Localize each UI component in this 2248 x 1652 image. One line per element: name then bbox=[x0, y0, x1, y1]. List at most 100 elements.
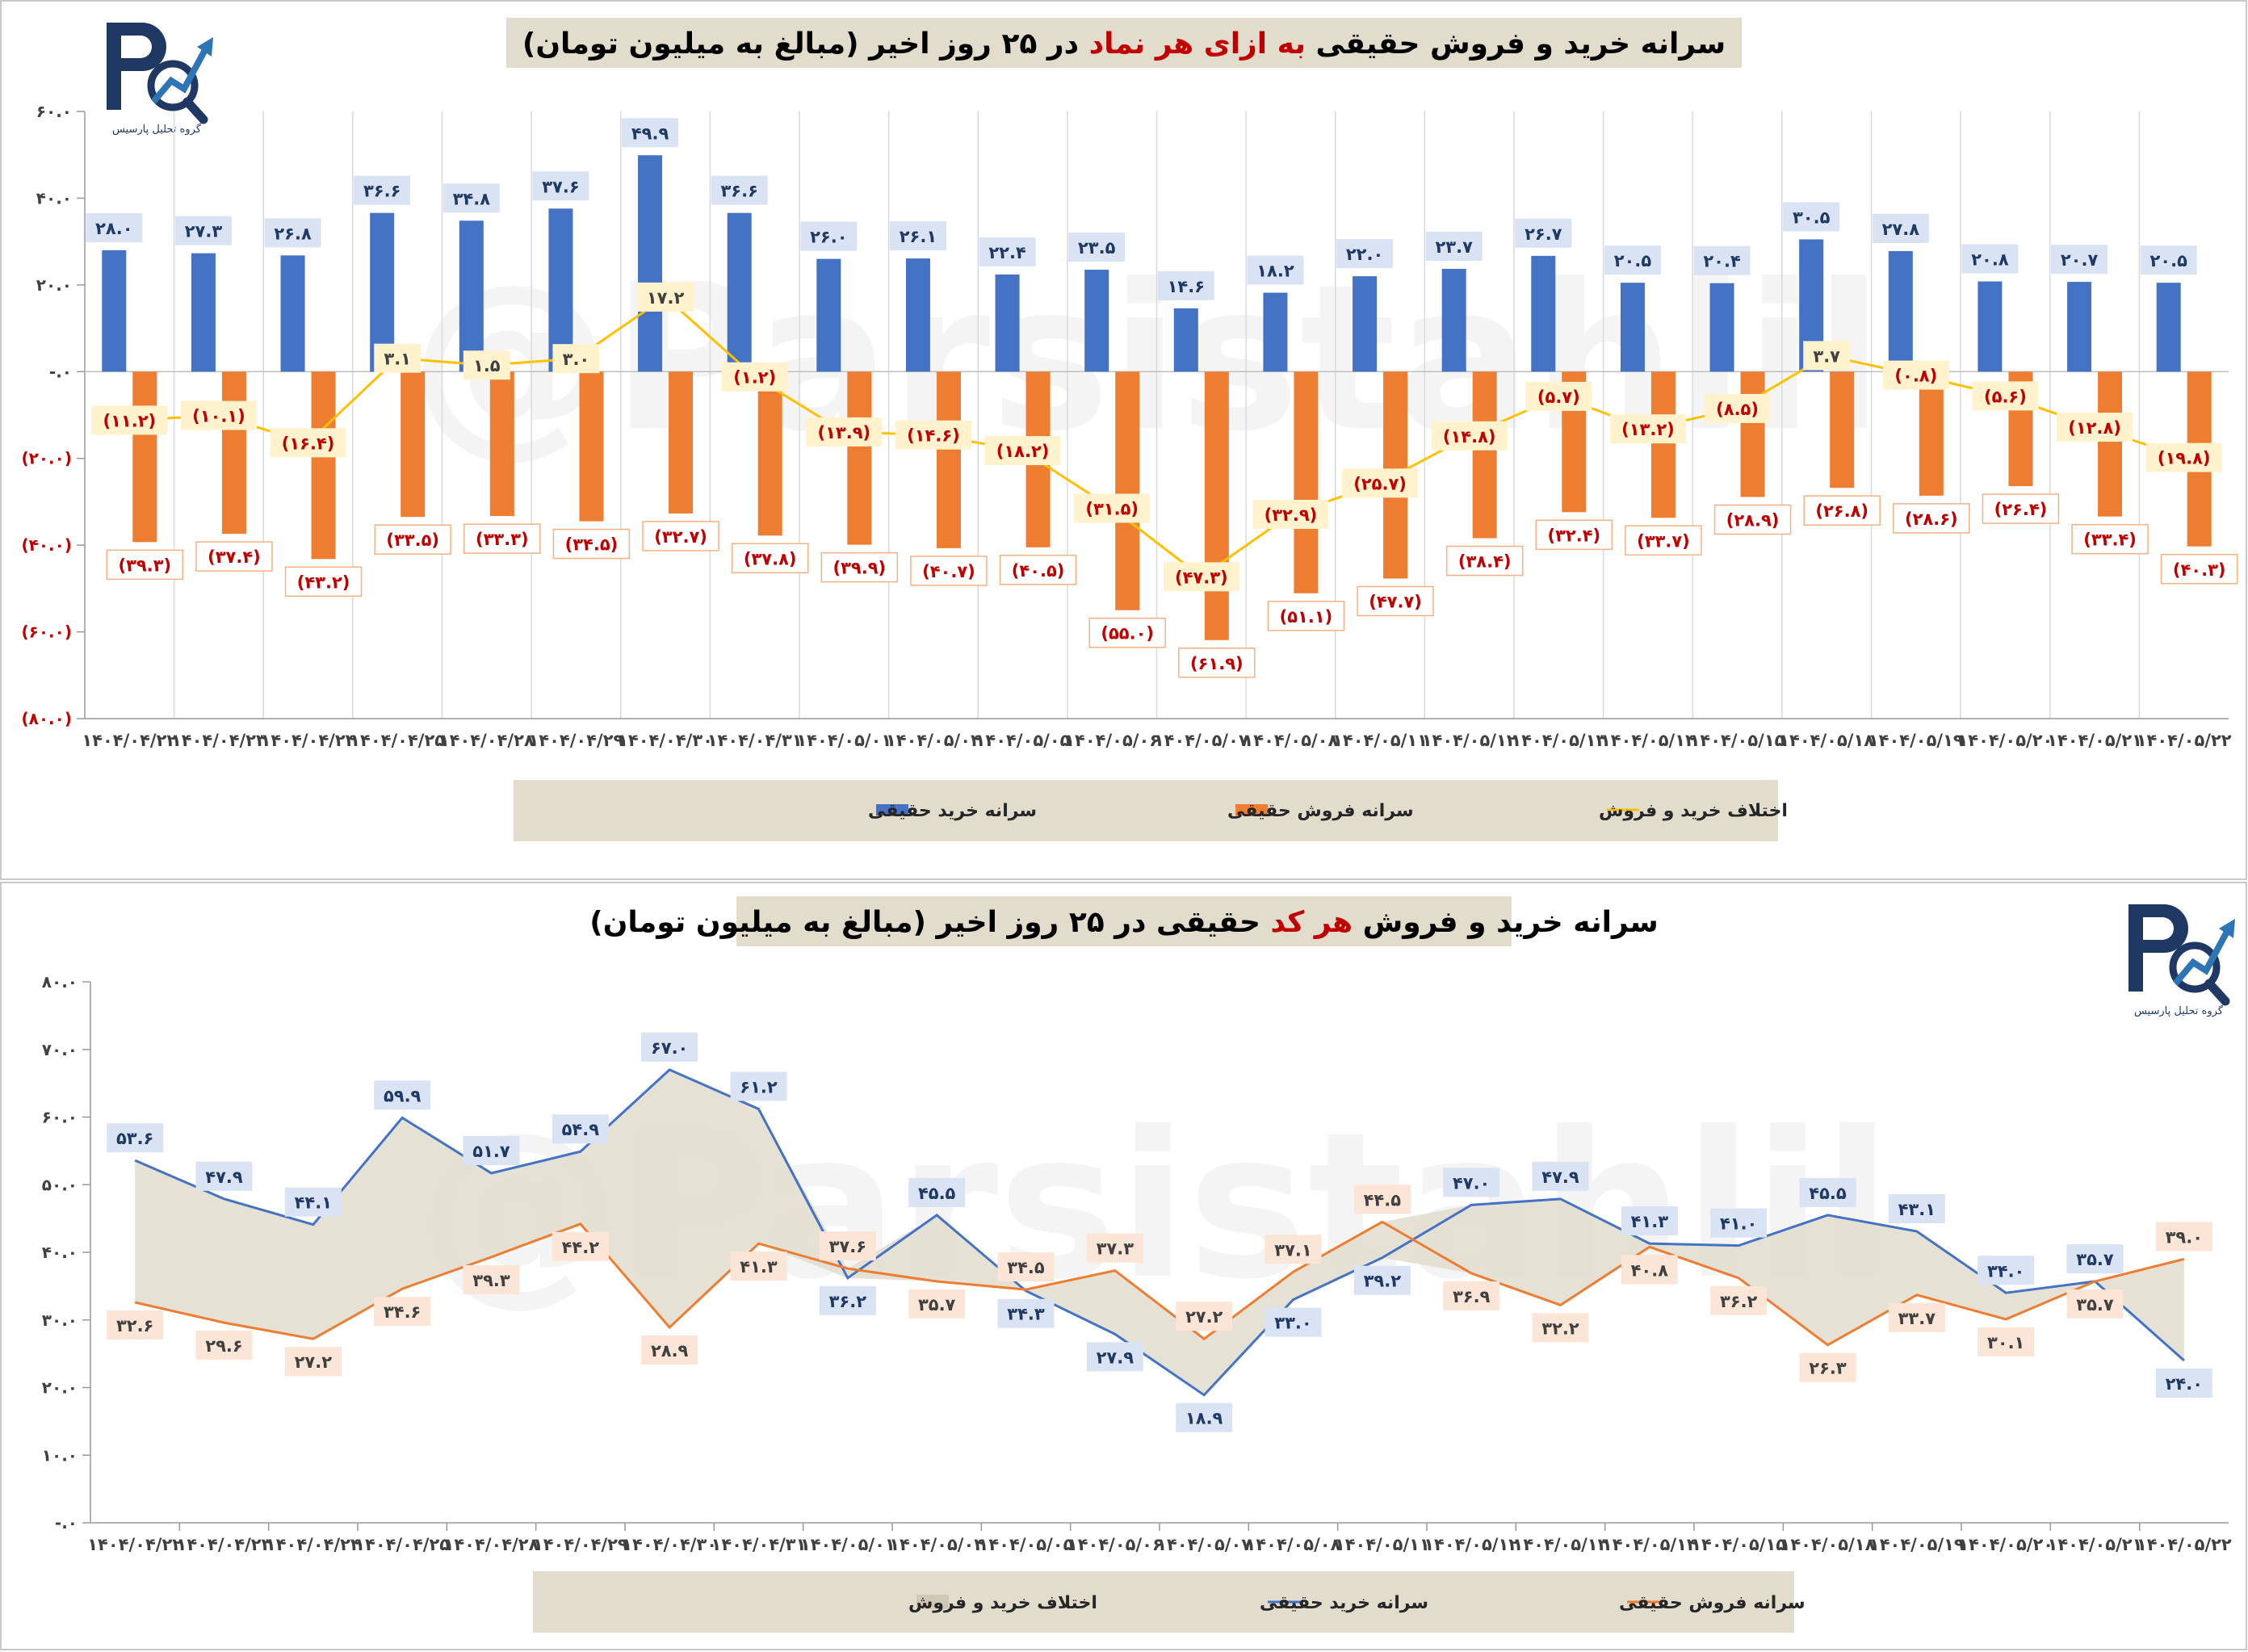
sell-data-label: (۳۴.۵) bbox=[565, 535, 619, 555]
bottom-xtick-label: ۱۴۰۴/۰۴/۲۳ bbox=[177, 1535, 272, 1554]
sell-data-label: (۳۹.۹) bbox=[833, 559, 887, 578]
sell-data-label-box bbox=[820, 551, 899, 583]
buy-data-label: ۳۰.۵ bbox=[1793, 208, 1831, 227]
buy-per-code-label: ۵۹.۹ bbox=[384, 1086, 422, 1105]
logo-arrowhead-icon bbox=[197, 37, 213, 57]
buy-data-label-box bbox=[800, 221, 858, 251]
sell-bar bbox=[311, 371, 336, 560]
sell-per-code-label-box bbox=[374, 1297, 431, 1327]
buy-data-label-box bbox=[354, 175, 411, 205]
buy-per-code-label: ۲۴.۰ bbox=[2166, 1374, 2203, 1394]
diff-data-label: (۳۲.۹) bbox=[1264, 505, 1318, 525]
sell-data-label-box bbox=[552, 528, 631, 560]
buy-bar bbox=[1709, 283, 1734, 372]
diff-data-label-box bbox=[2145, 442, 2222, 472]
bottom-ytick-label: ۱۰.۰ bbox=[42, 1445, 78, 1465]
sell-bar bbox=[757, 371, 782, 536]
bottom-xtick-label: ۱۴۰۴/۰۵/۱۱ bbox=[1335, 1535, 1430, 1554]
buy-bar bbox=[1531, 255, 1556, 372]
buy-per-code-label: ۴۵.۵ bbox=[918, 1184, 956, 1203]
sell-data-label: (۲۸.۹) bbox=[1726, 511, 1780, 530]
sell-data-label: (۳۲.۴) bbox=[1548, 526, 1601, 545]
sell-per-code-label-box bbox=[908, 1289, 966, 1319]
buy-data-label-box bbox=[442, 183, 500, 213]
bottom-legend-box bbox=[533, 1571, 1794, 1633]
bottom-xtick-label: ۱۴۰۴/۰۴/۳۰ bbox=[622, 1535, 717, 1554]
buy-bar bbox=[280, 255, 305, 372]
sell-per-code-label-box bbox=[819, 1231, 876, 1261]
buy-data-label: ۱۴.۶ bbox=[1168, 277, 1205, 296]
sell-bar bbox=[489, 371, 514, 517]
buy-data-label: ۲۰.۴ bbox=[1703, 252, 1741, 271]
legend-label: اختلاف خرید و فروش bbox=[1599, 801, 1788, 821]
buy-per-code-label-box bbox=[1799, 1177, 1856, 1207]
buy-data-label-box bbox=[1783, 202, 1840, 232]
sell-per-code-label-box bbox=[1621, 1255, 1678, 1285]
logo-magnifier-ring bbox=[147, 60, 199, 111]
sell-per-code-label-box bbox=[107, 1310, 164, 1340]
top-ytick-label: -.۰ bbox=[49, 362, 72, 381]
sell-per-code-label-box bbox=[1710, 1285, 1768, 1315]
buy-per-code-label: ۴۷.۰ bbox=[1453, 1173, 1490, 1193]
sell-data-label: (۳۲.۷) bbox=[654, 527, 707, 547]
logo-caption: گروه تحلیل پارسیس bbox=[2134, 1004, 2224, 1017]
diff-data-label-box bbox=[984, 436, 1061, 466]
buy-per-code-label-box bbox=[2155, 1369, 2212, 1398]
bottom-xtick-label: ۱۴۰۴/۰۴/۲۴ bbox=[266, 1535, 361, 1554]
buy-data-label-box bbox=[711, 175, 768, 205]
sell-per-code-label: ۳۲.۶ bbox=[116, 1316, 153, 1335]
sell-data-label-box bbox=[1357, 585, 1434, 617]
sell-per-code-label-box bbox=[1176, 1302, 1233, 1331]
sell-bar bbox=[1650, 371, 1676, 518]
diff-data-label: (۱۶.۴) bbox=[282, 434, 335, 453]
buy-bar bbox=[1977, 281, 2003, 372]
diff-data-label: (۱۴.۶) bbox=[907, 426, 960, 446]
buy-per-code-label: ۵۳.۶ bbox=[116, 1129, 153, 1148]
buy-per-code-label: ۴۳.۱ bbox=[1898, 1200, 1936, 1219]
sell-data-label-box bbox=[1535, 519, 1613, 551]
diff-data-label: (۰.۸) bbox=[1894, 367, 1937, 386]
buy-per-code-label-box bbox=[463, 1136, 520, 1166]
buy-data-label: ۲۲.۰ bbox=[1346, 245, 1383, 264]
sell-data-label-box bbox=[1178, 648, 1256, 678]
diff-data-label: (۱۰.۱) bbox=[192, 407, 245, 426]
buy-per-code-label: ۴۱.۳ bbox=[1631, 1212, 1669, 1231]
sell-data-label-box bbox=[463, 523, 541, 554]
buy-per-code-label-box bbox=[2066, 1244, 2124, 1274]
legend-swatch bbox=[1235, 804, 1268, 816]
buy-data-label-box bbox=[1515, 218, 1572, 248]
bottom-xtick-label: ۱۴۰۴/۰۵/۱۴ bbox=[1602, 1535, 1697, 1554]
diff-data-label-box bbox=[180, 400, 257, 430]
sell-per-code-label: ۳۲.۲ bbox=[1541, 1319, 1579, 1338]
bottom-chart-plot: ۸۰.۰ ۷۰.۰ ۶۰.۰ ۵۰.۰ ۴۰.۰ ۳۰.۰ ۲۰.۰ ۱۰.۰ -.۰ ۵۳.۶ ۳… bbox=[42, 972, 2232, 1554]
sell-data-label: (۴۰.۷) bbox=[922, 562, 975, 581]
diff-data-label-box bbox=[1882, 360, 1949, 390]
bottom-xtick-label: ۱۴۰۴/۰۵/۱۹ bbox=[1869, 1535, 1965, 1554]
top-xtick-label: ۱۴۰۴/۰۵/۲۱ bbox=[2047, 731, 2142, 750]
sell-per-code-label-box bbox=[1977, 1327, 2035, 1356]
buy-per-code-label-box bbox=[1353, 1265, 1411, 1295]
diff-data-label-box bbox=[552, 344, 600, 374]
sell-data-label-box bbox=[910, 556, 988, 586]
bottom-xtick-label: ۱۴۰۴/۰۵/۰۴ bbox=[889, 1535, 984, 1554]
sell-data-label: (۴۷.۷) bbox=[1369, 593, 1422, 612]
top-panel-frame bbox=[0, 0, 2247, 880]
sell-data-label-box bbox=[1893, 503, 1970, 534]
sell-per-code-label: ۳۴.۵ bbox=[1007, 1258, 1045, 1277]
sell-per-code-label: ۲۷.۲ bbox=[295, 1352, 333, 1372]
diff-data-label: (۱.۲) bbox=[733, 368, 776, 388]
sell-per-code-label: ۳۴.۶ bbox=[384, 1302, 421, 1322]
diff-data-label-box bbox=[1704, 393, 1771, 423]
parsis-logo: گروه تحلیل پارسیس bbox=[2128, 904, 2235, 1017]
sell-per-code-label-box bbox=[2155, 1222, 2212, 1252]
sell-per-code-label: ۳۷.۳ bbox=[1097, 1239, 1134, 1259]
top-chart-plot: ۶۰.۰ ۴۰.۰ ۲۰.۰ -.۰ (۲۰.۰) (۴۰.۰) (۶۰.۰) (۸۰.۰) ۲… bbox=[22, 102, 2238, 750]
buy-per-code-label: ۴۷.۹ bbox=[1541, 1168, 1579, 1187]
bottom-ytick-label: ۲۰.۰ bbox=[42, 1378, 78, 1398]
diff-data-label-box bbox=[1431, 421, 1508, 451]
sell-bar bbox=[936, 371, 961, 548]
diff-data-label: (۱۲.۸) bbox=[2068, 418, 2121, 438]
buy-bar bbox=[1084, 270, 1109, 372]
buy-data-label: ۲۶.۱ bbox=[900, 227, 937, 246]
buy-per-code-label-box bbox=[1176, 1403, 1233, 1432]
